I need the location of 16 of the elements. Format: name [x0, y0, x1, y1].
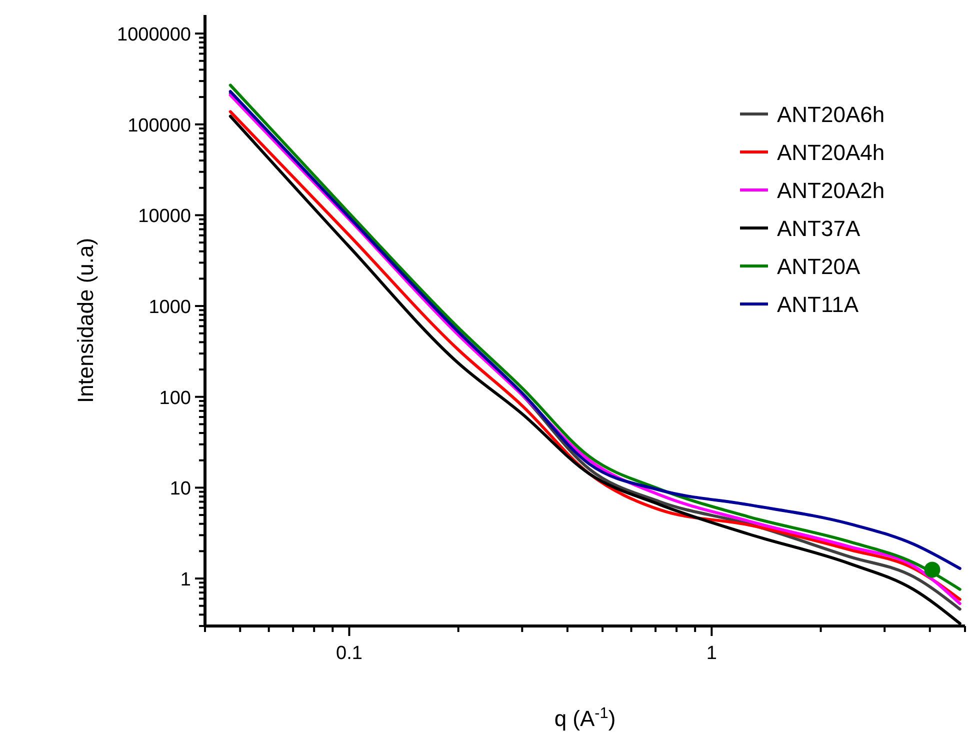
y-tick-label: 100 — [159, 388, 191, 409]
legend-label: ANT20A4h — [777, 140, 885, 165]
y-tick-label: 10 — [170, 478, 191, 500]
legend-label: ANT20A2h — [777, 178, 885, 203]
y-tick-label: 1000000 — [117, 24, 191, 46]
legend-label: ANT37A — [777, 216, 860, 241]
y-tick-label: 100000 — [128, 115, 191, 136]
y-tick-label: 10000 — [138, 206, 191, 228]
legend-label: ANT20A — [777, 254, 860, 279]
y-tick-label: 1000 — [148, 297, 191, 318]
y-tick-label: 1 — [180, 570, 191, 591]
legend-label: ANT11A — [777, 292, 859, 317]
legend-label: ANT20A6h — [777, 102, 885, 127]
y-axis-title: Intensidade (u.a) — [73, 238, 98, 404]
x-axis-title: q (A$^{-1}$) — [554, 704, 616, 731]
x-tick-label: 0.1 — [336, 643, 362, 664]
